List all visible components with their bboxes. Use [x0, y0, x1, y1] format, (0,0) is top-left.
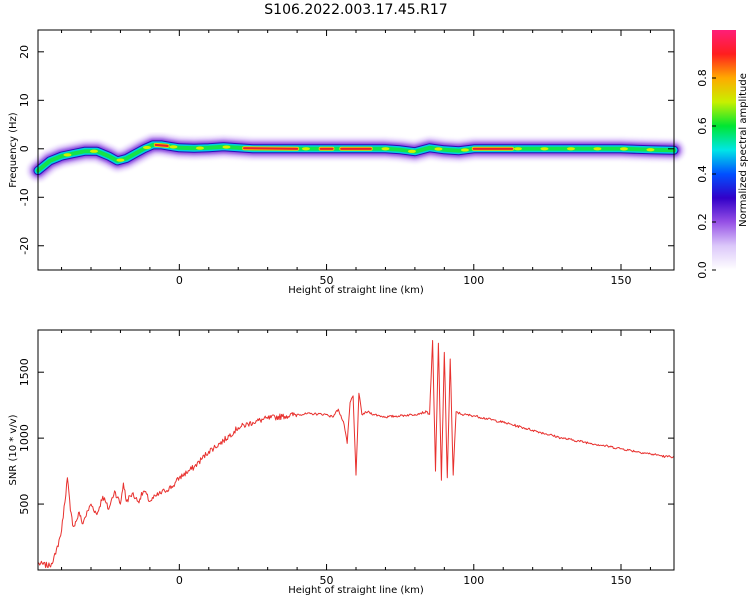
- ridge-blob: [116, 158, 125, 162]
- ridge-blob: [169, 145, 178, 149]
- spectrogram-y-label: Frequency (Hz): [8, 112, 19, 188]
- colorbar: 0.0 0.2 0.4 0.6 0.8 Normalized spectral ampl…: [696, 30, 749, 279]
- spectrogram-panel: 0 50 100 150 -20 -10 0 10 20 Height of straight …: [8, 29, 685, 296]
- y-tick-label: 1000: [18, 424, 31, 452]
- colorbar-label: Normalized spectral amplitude: [738, 73, 749, 227]
- x-tick-label: 0: [176, 574, 183, 587]
- figure-title: S106.2022.003.17.45.R17: [264, 2, 447, 18]
- ridge-blob: [593, 147, 602, 151]
- y-tick-label: 10: [18, 93, 31, 107]
- snr-series-line: [37, 340, 675, 569]
- ridge-blob: [646, 148, 655, 152]
- colorbar-ticks: 0.0 0.2 0.4 0.6 0.8: [696, 69, 716, 279]
- x-tick-label: 150: [611, 274, 632, 287]
- snr-y-label: SNR (10 * v/v): [8, 414, 19, 485]
- ridge-blob: [460, 148, 469, 152]
- ridge-blob: [301, 147, 310, 151]
- ridge-blob: [63, 153, 72, 157]
- ridge-hot-red: [243, 147, 299, 150]
- colorbar-tick-label: 0.2: [696, 213, 709, 231]
- ridge-blob: [513, 147, 522, 151]
- y-tick-label: 0: [18, 145, 31, 152]
- ridge-hot-red: [154, 143, 169, 147]
- colorbar-tick-label: 0.4: [696, 165, 709, 183]
- y-tick-label: 500: [18, 494, 31, 515]
- colorbar-tick-label: 0.6: [696, 117, 709, 135]
- ridge-blob: [222, 145, 231, 149]
- ridge-blob: [142, 145, 151, 150]
- colorbar-tick-label: 0.0: [696, 261, 709, 279]
- x-tick-label: 50: [320, 574, 334, 587]
- ridge-blob: [619, 147, 628, 151]
- spectrogram-x-label: Height of straight line (km): [288, 285, 424, 296]
- ridge-blob: [434, 147, 443, 151]
- spectral-ridge-core: [33, 140, 679, 176]
- snr-panel: 0 50 100 150 500 1000 1500 Height of straight …: [8, 329, 675, 596]
- ridge-blob: [89, 149, 98, 153]
- x-tick-label: 50: [320, 274, 334, 287]
- x-tick-label: 100: [463, 574, 484, 587]
- colorbar-bar: [712, 30, 736, 270]
- ridge-blob: [195, 146, 204, 150]
- snr-ticks: 0 50 100 150 500 1000 1500: [18, 330, 674, 587]
- colorbar-tick-label: 0.8: [696, 69, 709, 87]
- snr-x-label: Height of straight line (km): [288, 585, 424, 596]
- y-tick-label: -10: [18, 188, 31, 206]
- y-tick-label: 1500: [18, 358, 31, 386]
- ridge-blob: [407, 149, 416, 153]
- x-tick-label: 0: [176, 274, 183, 287]
- ridge-blob: [540, 147, 549, 151]
- y-tick-label: 20: [18, 45, 31, 59]
- x-tick-label: 100: [463, 274, 484, 287]
- y-tick-label: -20: [18, 237, 31, 255]
- spectrogram-frame: [37, 29, 675, 271]
- snr-frame: [37, 329, 675, 571]
- x-tick-label: 150: [611, 574, 632, 587]
- ridge-blob: [381, 147, 390, 151]
- ridge-blob: [566, 147, 575, 151]
